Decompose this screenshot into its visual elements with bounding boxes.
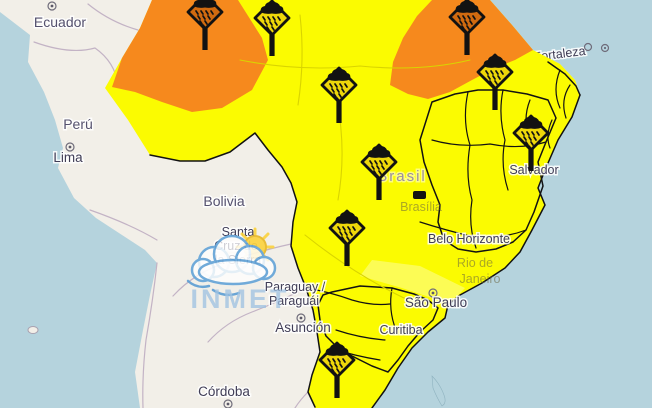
label-paraguay-1: Paraguay / — [265, 280, 326, 294]
region-alert-orange-northeast[interactable] — [390, 0, 533, 99]
alert-regions — [105, 0, 580, 408]
cloud-underline — [186, 279, 241, 297]
region-alert-orange-northwest[interactable] — [112, 0, 268, 112]
label-paraguay-2: Paraguái — [269, 294, 319, 308]
label-rio-1: Rio de — [457, 256, 493, 270]
island-marker-2-dot — [604, 47, 606, 49]
cloud-icon — [190, 234, 277, 286]
lagoon-south-coast — [431, 375, 446, 407]
label-ecuador: Ecuador — [34, 14, 86, 30]
label-lima: Lima — [53, 150, 83, 165]
label-asuncion: Asunción — [275, 320, 331, 335]
label-salvador: Salvador — [509, 163, 558, 177]
label-rio-2: Janeiro — [460, 272, 501, 286]
island-marker-2 — [600, 43, 610, 53]
label-sao-paulo: São Paulo — [405, 295, 467, 310]
label-curitiba: Curitiba — [379, 323, 422, 337]
island-marker-1 — [583, 42, 593, 52]
label-brasilia: Brasília — [400, 200, 442, 214]
label-bolivia: Bolivia — [203, 193, 244, 209]
inmet-watermark: INMET — [186, 227, 290, 314]
label-cordoba: Córdoba — [198, 384, 250, 399]
label-belo-horizonte: Belo Horizonte — [428, 232, 510, 246]
label-peru: Perú — [63, 116, 93, 132]
region-no-alert-south — [317, 285, 439, 373]
watermark-text: INMET — [191, 284, 290, 314]
region-alert-yellow-light-band[interactable] — [360, 260, 465, 304]
state-borders — [149, 14, 581, 408]
pacific-island — [27, 326, 39, 334]
road-shield — [413, 191, 426, 199]
